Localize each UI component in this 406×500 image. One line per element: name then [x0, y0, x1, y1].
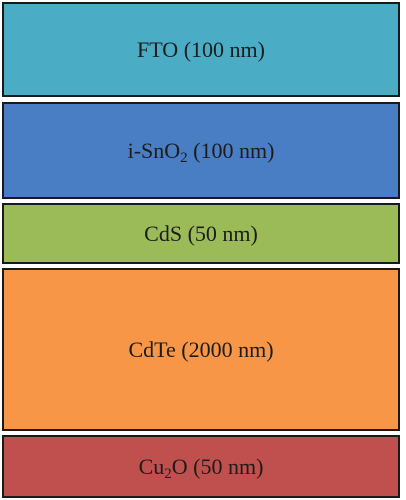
layer-label: i-SnO2 (100 nm) [127, 137, 275, 166]
layer-fto: FTO (100 nm) [2, 2, 400, 97]
layer-i-sno2: i-SnO2 (100 nm) [2, 102, 400, 199]
layer-label: Cu2O (50 nm) [138, 453, 264, 482]
layer-cu2o: Cu2O (50 nm) [2, 435, 400, 498]
layer-label: CdTe (2000 nm) [128, 336, 274, 362]
layer-label: FTO (100 nm) [137, 36, 265, 62]
layer-cdte: CdTe (2000 nm) [2, 268, 400, 431]
layer-label: CdS (50 nm) [144, 220, 258, 246]
layer-cds: CdS (50 nm) [2, 203, 400, 264]
